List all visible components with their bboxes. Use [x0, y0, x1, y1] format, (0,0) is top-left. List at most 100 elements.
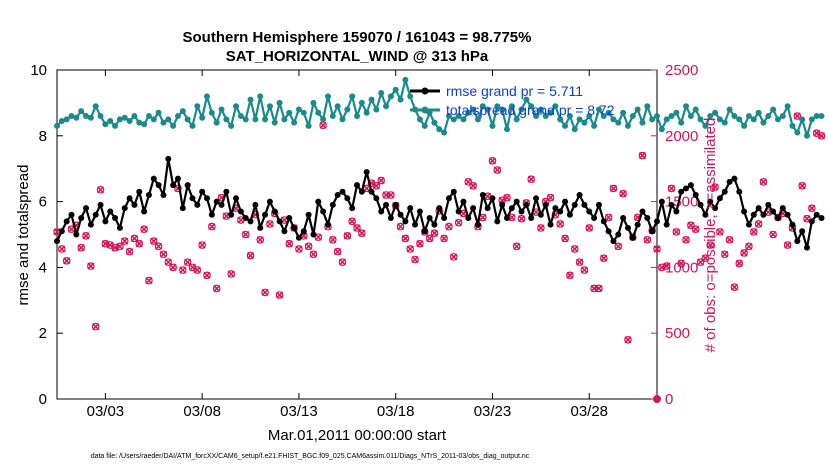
totalspread-point	[484, 106, 491, 113]
obs-possible-point	[120, 237, 129, 245]
rmse-point	[586, 208, 593, 215]
obs-assimilated-point	[677, 259, 685, 267]
obs-assimilated-point	[164, 258, 172, 266]
rmse-point	[165, 155, 172, 162]
obs-possible-point	[348, 217, 356, 226]
obs-possible-point	[430, 229, 439, 237]
rmse-point	[218, 201, 225, 208]
obs-possible-point	[309, 250, 318, 259]
obs-possible-point	[575, 258, 584, 266]
obs-assimilated-point	[663, 262, 671, 270]
obs-possible-point	[512, 242, 521, 251]
obs-assimilated-point	[387, 191, 395, 199]
obs-assimilated-point	[247, 252, 255, 260]
obs-assimilated-point	[411, 255, 419, 264]
obs-assimilated-point	[363, 184, 371, 192]
obs-possible-point	[183, 258, 192, 266]
totalspread-point	[252, 116, 259, 123]
rmse-point	[779, 205, 786, 212]
obs-assimilated-point	[455, 219, 463, 227]
rmse-point	[412, 221, 419, 228]
totalspread-point	[610, 116, 617, 123]
rmse-point	[465, 215, 472, 222]
rmse-point	[460, 198, 467, 205]
rmse-point	[199, 188, 206, 195]
rmse-point	[591, 215, 598, 222]
obs-possible-point	[585, 224, 594, 232]
obs-possible-point	[716, 228, 724, 236]
obs-possible-point	[687, 221, 695, 230]
totalspread-point	[726, 106, 733, 113]
rmse-point	[136, 188, 143, 195]
obs-possible-point	[667, 184, 676, 193]
totalspread-point	[576, 116, 583, 123]
obs-possible-point	[130, 234, 139, 243]
obs-possible-point	[169, 263, 177, 272]
obs-possible-point	[614, 242, 623, 251]
totalspread-point	[741, 122, 748, 129]
rmse-point	[373, 195, 380, 202]
obs-assimilated-point	[735, 259, 743, 267]
totalspread-point	[499, 106, 506, 113]
rmse-point	[68, 211, 75, 218]
x-tick-label: 03/13	[280, 403, 318, 420]
obs-assimilated-point	[295, 245, 303, 253]
obs-assimilated-point	[488, 157, 497, 165]
obs-assimilated-point	[121, 237, 129, 245]
obs-assimilated-point	[817, 132, 826, 140]
rmse-point	[315, 198, 322, 205]
totalspread-point	[731, 113, 738, 120]
totalspread-point	[102, 121, 109, 128]
obs-possible-point	[416, 239, 424, 248]
rmse-point	[562, 198, 569, 205]
obs-assimilated-point	[338, 258, 347, 266]
rmse-point	[189, 195, 196, 202]
totalspread-point	[591, 122, 598, 129]
rmse-point	[794, 238, 801, 245]
totalspread-point	[702, 122, 709, 129]
totalspread-point	[654, 113, 660, 120]
rmse-point	[789, 221, 796, 228]
chart-subtitle: SAT_HORIZONTAL_WIND @ 313 hPa	[226, 48, 489, 65]
obs-possible-point	[798, 182, 806, 190]
obs-assimilated-point	[556, 220, 564, 228]
totalspread-point	[383, 103, 390, 110]
rmse-point	[595, 201, 602, 208]
totalspread-point	[784, 103, 791, 110]
rmse-point	[639, 208, 646, 215]
rmse-point	[116, 224, 123, 231]
totalspread-point	[804, 132, 810, 139]
obs-assimilated-point	[508, 213, 516, 221]
obs-assimilated-point	[58, 245, 66, 253]
totalspread-point	[745, 113, 752, 120]
obs-possible-point	[503, 193, 511, 202]
rmse-point	[349, 205, 356, 212]
chart-title: Southern Hemisphere 159070 / 161043 = 98…	[183, 29, 532, 46]
totalspread-point	[479, 103, 486, 110]
obs-assimilated-point	[759, 178, 767, 186]
x-tick-label: 03/18	[377, 403, 415, 420]
totalspread-point	[402, 76, 409, 83]
obs-assimilated-point	[358, 229, 366, 237]
totalspread-point	[634, 106, 641, 113]
totalspread-point	[354, 113, 360, 120]
rmse-point	[731, 175, 738, 182]
obs-possible-point	[711, 183, 719, 191]
rmse-point	[474, 221, 481, 228]
obs-possible-point	[333, 247, 342, 256]
obs-possible-point	[672, 228, 681, 236]
rmse-point	[736, 188, 743, 195]
obs-possible-point	[135, 239, 144, 248]
obs-assimilated-point	[416, 240, 424, 248]
totalspread-point	[750, 116, 757, 123]
obs-possible-point	[449, 253, 458, 261]
totalspread-point	[97, 113, 104, 120]
obs-possible-point	[566, 271, 574, 280]
totalspread-point	[170, 122, 177, 129]
rmse-point	[702, 211, 709, 218]
totalspread-point	[233, 103, 240, 110]
rmse-point	[470, 205, 477, 212]
totalspread-point	[315, 109, 322, 116]
totalspread-point	[73, 114, 80, 121]
rmse-point	[73, 231, 80, 238]
